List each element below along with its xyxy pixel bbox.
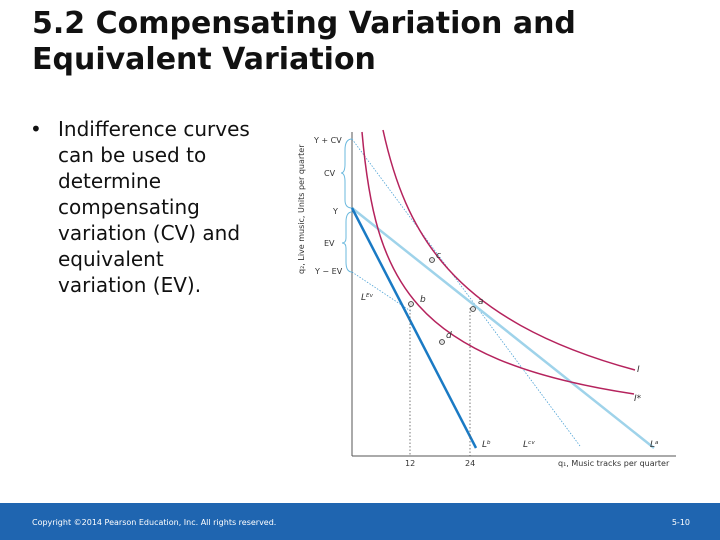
y-tick-y: Y — [332, 207, 338, 216]
page-number: 5-10 — [671, 518, 690, 527]
budget-line-lcv — [351, 138, 581, 447]
x-tick-24: 24 — [465, 459, 475, 468]
budget-line-lb — [350, 207, 478, 449]
bullet-line-3: determine — [58, 169, 162, 193]
y-tick-cv: CV — [324, 169, 336, 178]
bullet-text: Indifference curves can be used to deter… — [58, 116, 280, 298]
bullet-line-5: variation (CV) and — [58, 221, 241, 245]
bullet-line-7: variation (EV). — [58, 273, 202, 297]
slide-title-line-2: Equivalent Variation — [32, 42, 376, 77]
copyright-text: Copyright ©2014 Pearson Education, Inc. … — [32, 518, 277, 527]
point-d — [439, 339, 445, 345]
cv-ev-diagram: q₂, Live music, Units per quarter Y + CV… — [297, 129, 676, 468]
budget-label-lb: Lᵇ — [482, 440, 491, 450]
bullet-list: • Indifference curves can be used to det… — [30, 116, 280, 298]
point-label-a: a — [478, 297, 484, 307]
slide-title: 5.2 Compensating Variation and Equivalen… — [32, 6, 692, 78]
bullet-line-2: can be used to — [58, 143, 207, 167]
slide-title-line-1: 5.2 Compensating Variation and — [32, 6, 576, 41]
point-b — [408, 301, 414, 307]
bullet-line-4: compensating — [58, 195, 200, 219]
budget-line-la — [351, 207, 655, 449]
bullet-line-6: equivalent — [58, 247, 164, 271]
ev-brace — [341, 211, 353, 273]
y-tick-y-plus-cv: Y + CV — [313, 136, 342, 145]
cv-brace — [340, 138, 353, 209]
bullet-icon: • — [30, 117, 42, 141]
budget-label-la: Lᵃ — [650, 440, 659, 450]
y-tick-ev: EV — [324, 239, 335, 248]
budget-label-lcv: Lᶜᵛ — [523, 440, 535, 450]
point-label-b: b — [420, 295, 426, 305]
point-c — [429, 257, 435, 263]
bullet-line-1: Indifference curves — [58, 117, 250, 141]
point-label-d: d — [446, 331, 452, 341]
x-axis-label: q₁, Music tracks per quarter — [558, 459, 670, 468]
x-tick-12: 12 — [405, 459, 415, 468]
curve-label-i-star: I* — [634, 394, 642, 404]
indifference-curve-i — [382, 129, 636, 371]
point-a — [470, 306, 476, 312]
point-label-c: c — [436, 251, 441, 261]
y-axis-label: q₂, Live music, Units per quarter — [297, 144, 306, 274]
budget-label-lev: Lᴱᵛ — [361, 293, 374, 303]
footer-bar: Copyright ©2014 Pearson Education, Inc. … — [0, 503, 720, 540]
curve-label-i: I — [637, 365, 640, 375]
y-tick-y-minus-ev: Y − EV — [314, 267, 343, 276]
indifference-curve-i-star — [361, 131, 635, 395]
